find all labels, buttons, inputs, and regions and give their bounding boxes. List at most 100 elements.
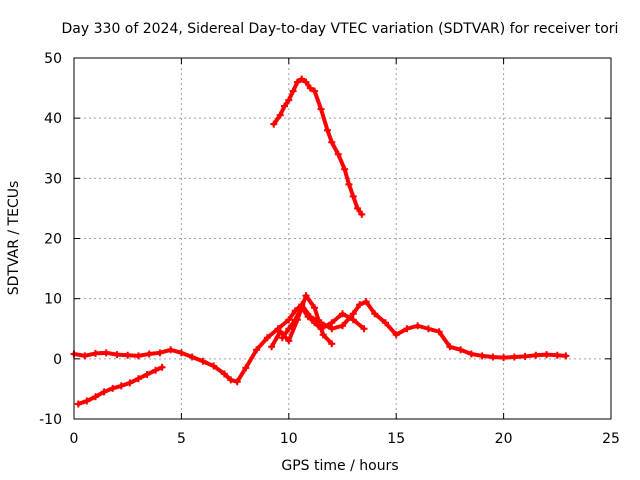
data-point-secondary bbox=[311, 319, 319, 327]
data-point-main bbox=[156, 349, 164, 357]
data-point-main bbox=[356, 301, 364, 309]
data-point-secondary bbox=[328, 319, 336, 327]
data-point-peak bbox=[341, 165, 349, 173]
data-point-main bbox=[446, 343, 454, 351]
tick-labels: 0 5 10 15 20 25 -10 0 10 20 30 40 50 bbox=[39, 51, 620, 447]
data-point-peak bbox=[302, 78, 310, 86]
data-point-main bbox=[291, 307, 299, 315]
data-point-main bbox=[553, 351, 561, 359]
plot-frame bbox=[73, 57, 612, 420]
x-tick-label: 15 bbox=[387, 431, 405, 447]
chart-title: Day 330 of 2024, Sidereal Day-to-day VTE… bbox=[62, 21, 619, 37]
data-point-main bbox=[478, 352, 486, 360]
data-point-secondary bbox=[278, 334, 286, 342]
data-point-peak bbox=[298, 75, 306, 83]
y-tick-label: -10 bbox=[39, 412, 62, 428]
data-point-peak bbox=[328, 138, 336, 146]
data-point-upper-branch bbox=[74, 400, 82, 408]
data-point-main bbox=[285, 316, 293, 324]
data-point-secondary bbox=[360, 325, 368, 333]
x-tick-label: 10 bbox=[280, 431, 298, 447]
data-point-upper-branch bbox=[91, 393, 99, 401]
data-point-main bbox=[124, 351, 132, 359]
data-point-main bbox=[349, 310, 357, 318]
data-point-main bbox=[220, 370, 228, 378]
x-axis-label: GPS time / hours bbox=[281, 458, 398, 474]
data-point-main bbox=[435, 328, 443, 336]
data-point-main bbox=[489, 353, 497, 361]
data-point-secondary bbox=[298, 304, 306, 312]
data-point-main bbox=[81, 352, 89, 360]
data-point-upper-branch bbox=[126, 379, 134, 387]
data-point-upper-branch bbox=[158, 363, 166, 371]
data-point-main bbox=[210, 362, 218, 370]
data-point-peak bbox=[358, 210, 366, 218]
data-point-wiggle bbox=[311, 304, 319, 312]
y-tick-label: 30 bbox=[44, 171, 62, 187]
data-point-secondary bbox=[304, 313, 312, 321]
data-point-peak bbox=[317, 105, 325, 113]
data-point-main bbox=[543, 351, 551, 359]
data-point-main bbox=[102, 349, 110, 357]
data-point-wiggle bbox=[276, 328, 284, 336]
data-point-main bbox=[562, 352, 570, 360]
data-point-peak bbox=[293, 78, 301, 86]
data-point-main bbox=[328, 325, 336, 333]
data-point-main bbox=[253, 346, 261, 354]
data-point-main bbox=[371, 310, 379, 318]
y-tick-label: 10 bbox=[44, 292, 62, 308]
x-tick-label: 5 bbox=[177, 431, 186, 447]
data-point-main bbox=[403, 325, 411, 333]
data-point-main bbox=[167, 346, 175, 354]
data-point-main bbox=[532, 351, 540, 359]
data-point-wiggle bbox=[319, 331, 327, 339]
data-point-upper-branch bbox=[109, 384, 117, 392]
data-point-secondary bbox=[291, 316, 299, 324]
data-point-wiggle bbox=[285, 337, 293, 345]
data-point-wiggle bbox=[328, 340, 336, 348]
data-point-upper-branch bbox=[100, 388, 108, 396]
y-tick-label: 50 bbox=[44, 51, 62, 67]
data-point-peak bbox=[306, 84, 314, 92]
x-tick-label: 0 bbox=[70, 431, 79, 447]
data-point-peak bbox=[285, 96, 293, 104]
data-point-main bbox=[510, 353, 518, 361]
data-point-peak bbox=[281, 102, 289, 110]
data-point-main bbox=[392, 331, 400, 339]
y-tick-label: 20 bbox=[44, 232, 62, 248]
data-point-peak bbox=[349, 192, 357, 200]
data-point-peak bbox=[345, 180, 353, 188]
y-tick-label: 0 bbox=[53, 352, 62, 368]
data-point-peak bbox=[323, 126, 331, 134]
data-point-main bbox=[424, 325, 432, 333]
y-tick-label: 40 bbox=[44, 111, 62, 127]
x-tick-label: 20 bbox=[495, 431, 513, 447]
data-point-wiggle bbox=[302, 292, 310, 300]
y-axis-label: SDTVAR / TECUs bbox=[6, 181, 22, 296]
data-point-upper-branch bbox=[143, 370, 151, 378]
data-point-secondary bbox=[285, 325, 293, 333]
data-point-secondary bbox=[349, 316, 357, 324]
data-point-peak bbox=[334, 150, 342, 158]
data-point-main bbox=[414, 322, 422, 330]
data-points bbox=[70, 75, 570, 408]
data-point-upper-branch bbox=[83, 397, 91, 405]
data-point-main bbox=[339, 322, 346, 330]
data-point-peak bbox=[311, 87, 319, 95]
data-point-peak bbox=[289, 87, 297, 95]
data-point-peak bbox=[354, 204, 362, 212]
data-point-main bbox=[263, 334, 271, 342]
data-point-peak bbox=[276, 111, 284, 119]
data-point-main bbox=[145, 350, 153, 358]
data-point-wiggle bbox=[268, 343, 276, 351]
data-point-upper-branch bbox=[134, 375, 142, 383]
data-point-main bbox=[381, 319, 389, 327]
data-point-main bbox=[199, 357, 207, 365]
data-point-main bbox=[362, 298, 370, 306]
data-point-main bbox=[457, 346, 465, 354]
data-point-secondary bbox=[339, 310, 346, 318]
data-point-main bbox=[188, 353, 196, 361]
data-point-main bbox=[227, 376, 235, 384]
